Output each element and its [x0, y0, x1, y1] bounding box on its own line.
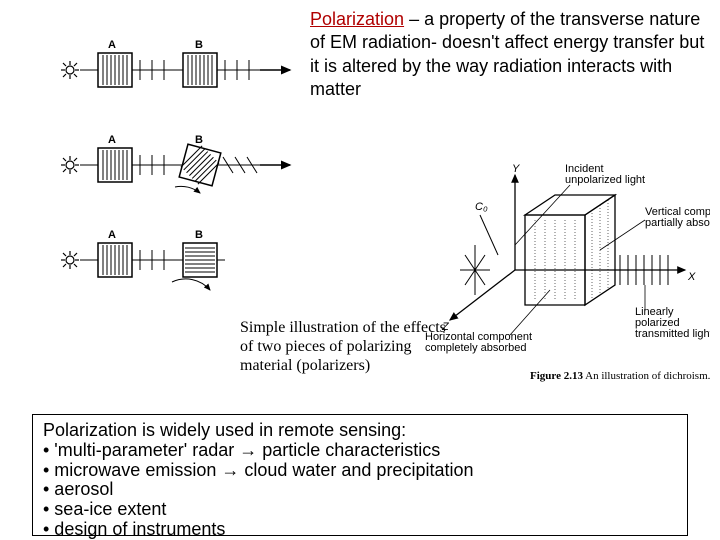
bullet-4: • sea-ice extent [43, 500, 677, 520]
incident-label: Incidentunpolarized light [565, 163, 645, 186]
label-A: A [108, 39, 116, 51]
vert-label: Vertical componentpartially absorbed [645, 206, 710, 229]
svg-text:A: A [108, 134, 116, 146]
bullet-3: • aerosol [43, 480, 677, 500]
svg-text:B: B [195, 229, 203, 241]
title-block: Polarization – a property of the transve… [310, 8, 710, 102]
c0-label: C₀ [475, 201, 488, 213]
title-keyword: Polarization [310, 9, 404, 29]
trans-label: Linearlypolarizedtransmitted light [635, 306, 710, 340]
bullet-1: • 'multi-parameter' radar → particle cha… [43, 441, 677, 461]
lead-line: Polarization is widely used in remote se… [43, 421, 677, 441]
svg-text:A: A [108, 229, 116, 241]
left-caption: Simple illustration of the effects of tw… [240, 318, 460, 376]
fig-caption-text: An illustration of dichroism. [585, 370, 710, 382]
dichroism-diagram: Y Z X C₀ Incidentunpolarized light Horiz… [420, 160, 710, 375]
applications-box: Polarization is widely used in remote se… [32, 414, 688, 536]
svg-text:B: B [195, 134, 203, 146]
bullet-5: • design of instruments [43, 520, 677, 540]
axis-y: Y [512, 163, 520, 175]
polarizer-pair-diagram: A B A B [60, 30, 320, 315]
label-B: B [195, 39, 203, 51]
bullet-2: • microwave emission → cloud water and p… [43, 461, 677, 481]
figure-caption: Figure 2.13 An illustration of dichroism… [530, 370, 710, 382]
axis-x: X [687, 271, 696, 283]
